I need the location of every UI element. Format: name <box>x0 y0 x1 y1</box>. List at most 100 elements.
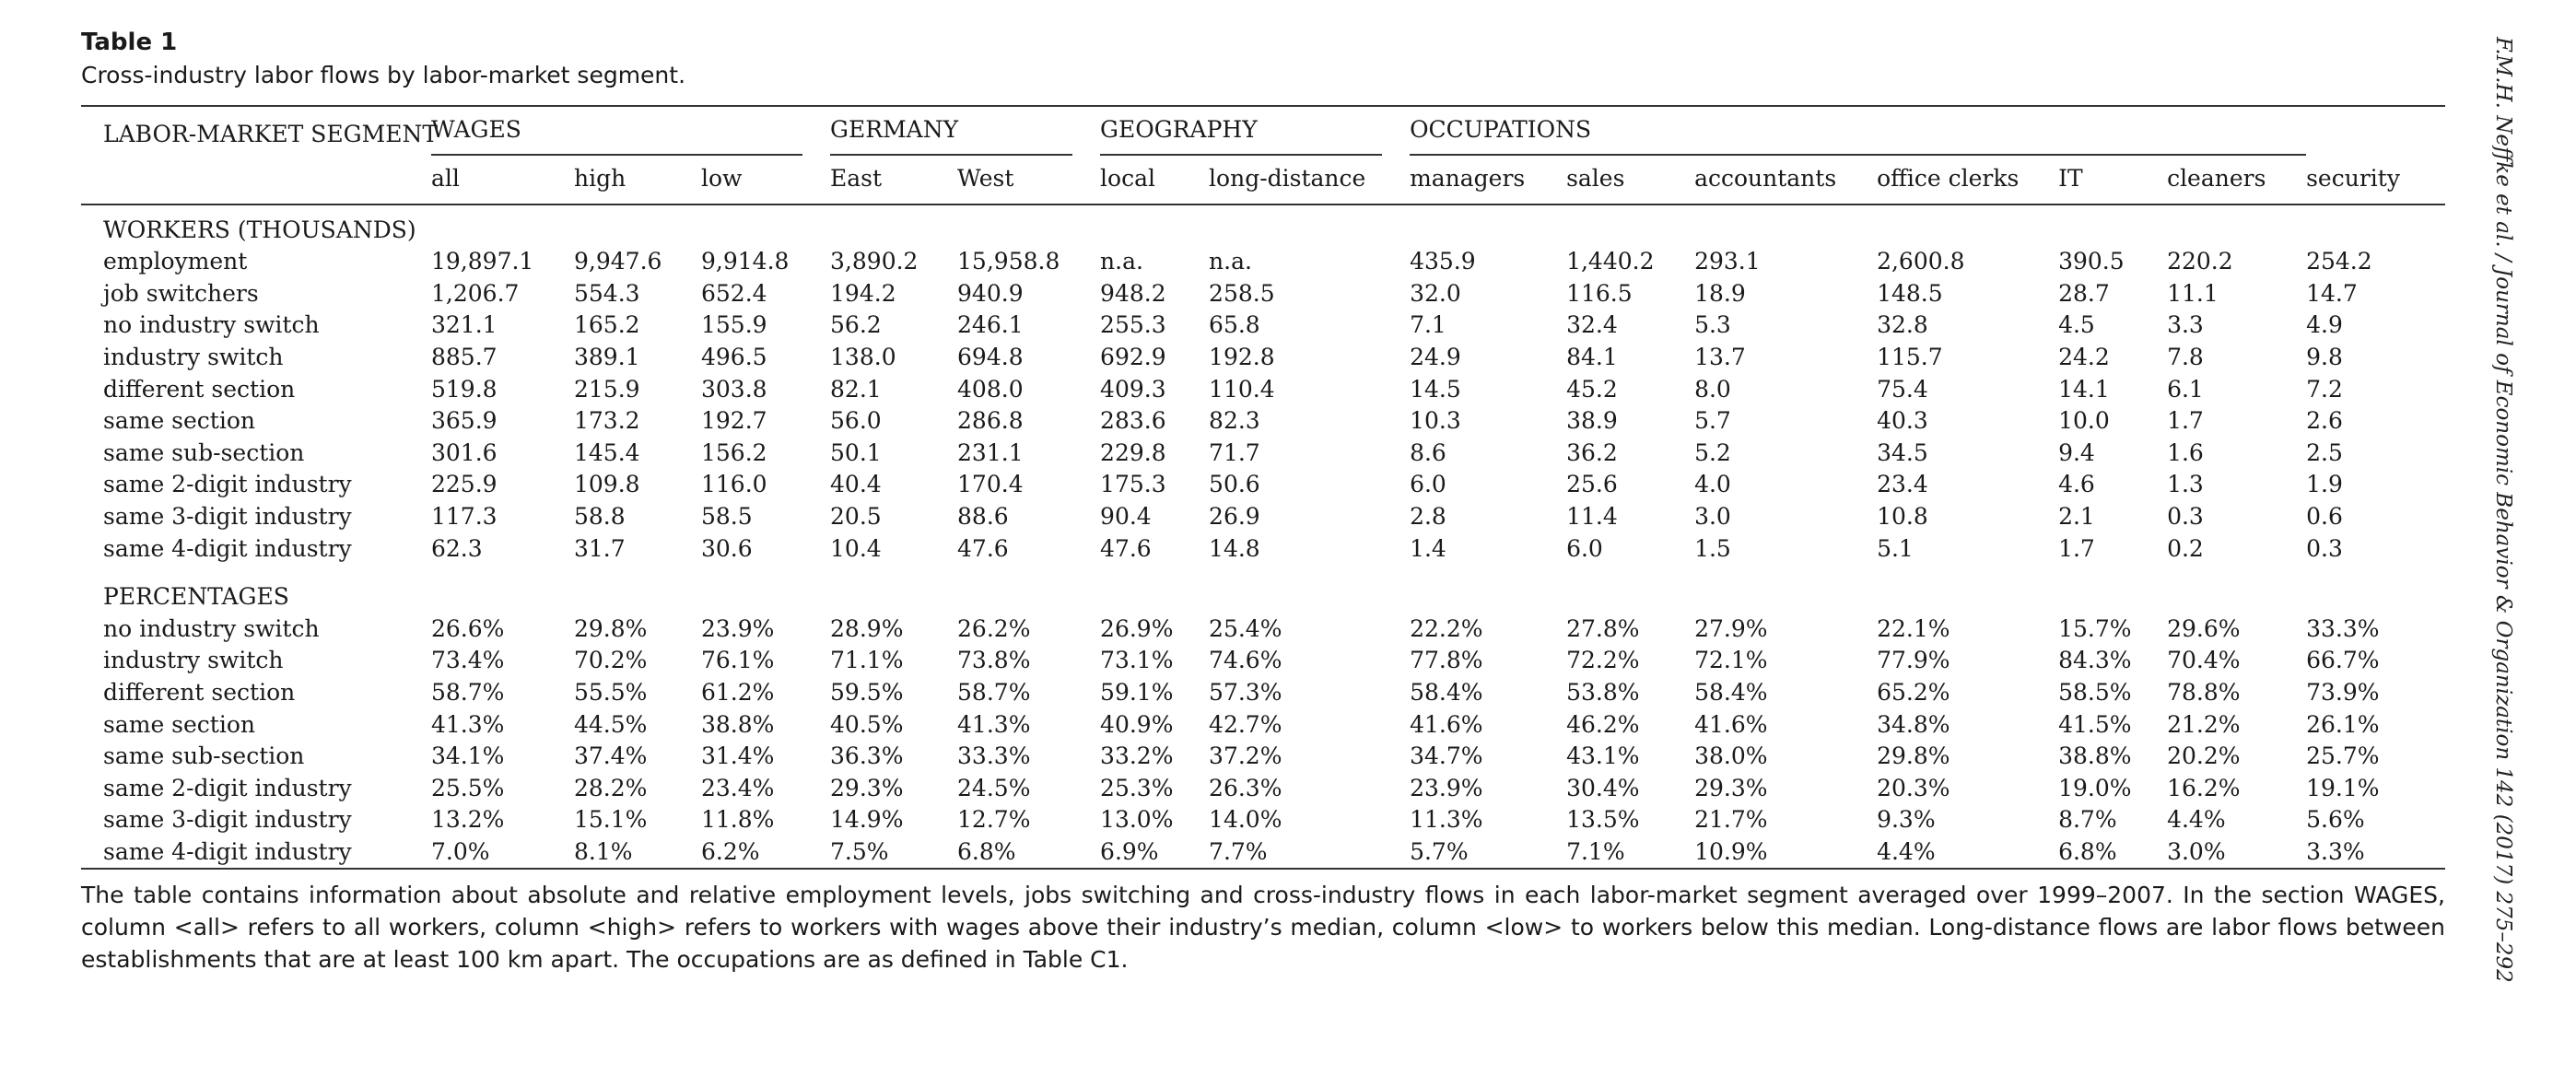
table-cell: 23.9% <box>1410 774 1483 801</box>
table-cell: 41.3% <box>431 710 505 738</box>
table-row: different section 519.8 215.9 303.8 82.1 408.… <box>81 374 2445 406</box>
table-cell: 14.8 <box>1209 534 1260 562</box>
table-cell: 14.0% <box>1209 806 1282 834</box>
table-cell: 32.0 <box>1410 279 1461 307</box>
table-row: same sub-section 34.1% 37.4% 31.4% 36.3% 33.3… <box>81 741 2445 773</box>
column-header: accountants <box>1694 155 1878 205</box>
table-cell: 77.8% <box>1410 647 1483 674</box>
table-cell: 32.4 <box>1566 311 1618 339</box>
table-cell: 24.5% <box>957 774 1031 801</box>
table-cell: 26.9 <box>1209 502 1260 530</box>
table-cell: 246.1 <box>957 311 1024 339</box>
table-cell: 29.8% <box>574 614 648 642</box>
table-cell: 19.1% <box>2306 774 2380 801</box>
table-cell: 13.7 <box>1694 343 1746 370</box>
table-cell: 8.1% <box>574 836 701 871</box>
row-label: same 4-digit industry <box>81 836 431 871</box>
table-cell: 109.8 <box>574 471 640 498</box>
column-header: all <box>431 155 574 205</box>
column-header: sales <box>1566 155 1695 205</box>
table-cell: 65.8 <box>1209 311 1260 339</box>
table-cell: 88.6 <box>957 502 1009 530</box>
section-workers: WORKERS (THOUSANDS) employment 19,897.1 9,… <box>81 205 2445 566</box>
table-cell: 27.9% <box>1694 614 1768 642</box>
table-cell: 6.1 <box>2167 375 2204 403</box>
table-row: no industry switch 26.6% 29.8% 23.9% 28.9% 26… <box>81 614 2445 646</box>
table-cell: 117.3 <box>431 502 498 530</box>
table-cell: 389.1 <box>574 343 640 370</box>
table-cell: 2.1 <box>2058 502 2095 530</box>
table-cell: 293.1 <box>1694 248 1761 275</box>
table-cell: 11.3% <box>1410 806 1483 834</box>
section-title-row: WORKERS (THOUSANDS) <box>81 205 2445 247</box>
table-cell: 58.7% <box>431 678 505 706</box>
table-cell: 73.8% <box>957 647 1031 674</box>
table-cell: 30.4% <box>1566 774 1640 801</box>
column-header: low <box>701 155 831 205</box>
column-header: local <box>1100 155 1210 205</box>
table-cell: 5.2 <box>1694 438 1731 466</box>
table-cell: 10.3 <box>1410 407 1461 435</box>
table-cell: 33.3% <box>957 742 1031 770</box>
table-cell: 303.8 <box>701 375 767 403</box>
table-cell: 33.3% <box>2306 614 2380 642</box>
table-cell: 13.2% <box>431 806 505 834</box>
table-cell: 408.0 <box>957 375 1024 403</box>
table-cell: 6.8% <box>957 836 1101 871</box>
row-label: no industry switch <box>103 311 320 339</box>
table-cell: 231.1 <box>957 438 1024 466</box>
table-row: no industry switch 321.1 165.2 155.9 56.2 246… <box>81 310 2445 342</box>
column-header: East <box>830 155 958 205</box>
table-cell: 435.9 <box>1410 248 1476 275</box>
table-cell: 71.1% <box>830 647 904 674</box>
group-header-occupations: OCCUPATIONS <box>1410 114 2307 156</box>
table-cell: 20.5 <box>830 502 882 530</box>
table-cell: 62.3 <box>431 534 483 562</box>
column-header: West <box>957 155 1101 205</box>
table-cell: 38.0% <box>1694 742 1768 770</box>
table-cell: 4.0 <box>1694 471 1731 498</box>
table-cell: 6.0 <box>1410 471 1446 498</box>
table-cell: 33.2% <box>1100 742 1174 770</box>
table-cell: 10.0 <box>2058 407 2110 435</box>
table-row: same 3-digit industry 13.2% 15.1% 11.8% 14.9… <box>81 804 2445 836</box>
table-cell: 652.4 <box>701 279 767 307</box>
table-cell: 45.2 <box>1566 375 1618 403</box>
table-cell: 24.2 <box>2058 343 2110 370</box>
table-cell: 36.3% <box>830 742 904 770</box>
table-cell: 554.3 <box>574 279 640 307</box>
table-cell: 40.4 <box>830 471 882 498</box>
table-cell: 948.2 <box>1100 279 1166 307</box>
table-cell: 7.5% <box>830 836 958 871</box>
table-cell: 75.4 <box>1877 375 1928 403</box>
group-header-geography: GEOGRAPHY <box>1100 114 1383 156</box>
table-cell: 61.2% <box>701 678 775 706</box>
table-cell: 9.4 <box>2058 438 2095 466</box>
table-cell: 9,947.6 <box>574 248 662 275</box>
table-cell: 40.3 <box>1877 407 1928 435</box>
table-cell: 0.6 <box>2306 502 2343 530</box>
table-cell: 0.3 <box>2167 502 2204 530</box>
table-row: industry switch 885.7 389.1 496.5 138.0 694.8… <box>81 342 2445 374</box>
table-cell: 28.7 <box>2058 279 2110 307</box>
table-cell: 0.2 <box>2167 534 2204 562</box>
section-percentages: PERCENTAGES no industry switch 26.6% 29.8%… <box>81 581 2446 871</box>
table-cell: 76.1% <box>701 647 775 674</box>
column-header: high <box>574 155 701 205</box>
row-label: same 3-digit industry <box>103 806 352 834</box>
table-cell: 26.3% <box>1209 774 1282 801</box>
journal-citation: F.M.H. Neffke et al. / Journal of Econom… <box>2491 37 2515 983</box>
table-cell: 26.2% <box>957 614 1031 642</box>
table-cell: 4.4% <box>1877 836 2059 871</box>
table-cell: 11.4 <box>1566 502 1618 530</box>
section-title: WORKERS (THOUSANDS) <box>103 216 416 243</box>
table-cell: 23.9% <box>701 614 775 642</box>
table-cell: 27.8% <box>1566 614 1640 642</box>
table-cell: 50.6 <box>1209 471 1260 498</box>
table-cell: 9.3% <box>1877 806 1936 834</box>
table-cell: 10.4 <box>830 534 882 562</box>
table-row: same 3-digit industry 117.3 58.8 58.5 20.5 88… <box>81 501 2445 533</box>
table-header: LABOR-MARKET SEGMENT WAGES GERMANY GEOGR… <box>81 105 2446 205</box>
table-cell: 9.8 <box>2306 343 2343 370</box>
table-cell: 11.1 <box>2167 279 2219 307</box>
